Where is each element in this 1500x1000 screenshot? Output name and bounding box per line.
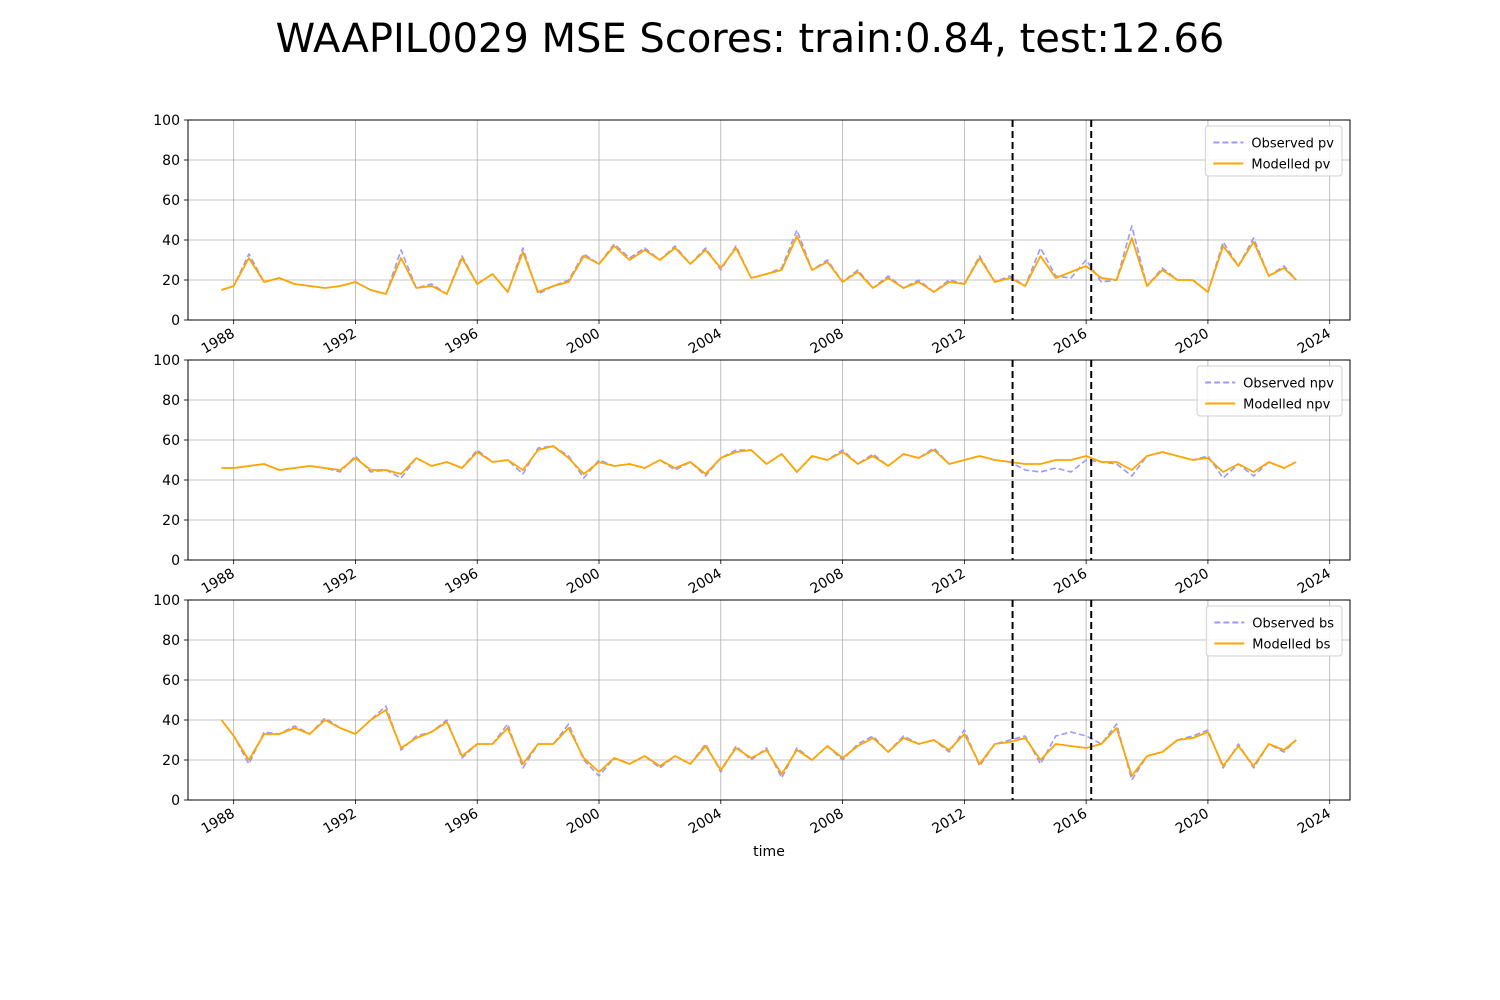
legend-label: Modelled bs xyxy=(1252,638,1330,653)
x-tick-label: 1996 xyxy=(442,566,481,598)
observed-series-line xyxy=(220,705,1297,781)
x-tick-label: 2012 xyxy=(929,806,968,838)
modelled-series-line xyxy=(221,445,1297,475)
y-tick-label: 100 xyxy=(153,593,180,609)
legend-label: Observed bs xyxy=(1252,617,1334,632)
legend-label: Observed pv xyxy=(1251,137,1334,152)
x-tick-label: 2008 xyxy=(808,566,847,598)
x-axis-label: time xyxy=(753,844,785,860)
y-tick-label: 80 xyxy=(162,393,180,409)
axes-frame xyxy=(187,359,1351,561)
x-tick-label: 1988 xyxy=(199,566,238,598)
x-tick-label: 2020 xyxy=(1173,566,1212,598)
observed-series-line xyxy=(221,445,1297,479)
y-tick-label: 60 xyxy=(162,673,180,689)
x-tick-label: 1992 xyxy=(321,806,360,838)
x-tick-label: 2000 xyxy=(564,806,603,838)
y-tick-label: 60 xyxy=(162,433,180,449)
x-tick-label: 1988 xyxy=(199,806,238,838)
y-tick-label: 100 xyxy=(153,113,180,129)
x-tick-label: 2000 xyxy=(564,326,603,358)
y-tick-label: 20 xyxy=(162,753,180,769)
x-tick-label: 2016 xyxy=(1051,806,1090,838)
modelled-series-line xyxy=(220,709,1297,777)
x-tick-label: 2016 xyxy=(1051,326,1090,358)
legend-label: Modelled pv xyxy=(1251,158,1330,173)
x-tick-label: 2004 xyxy=(686,566,725,598)
chart-title: WAAPIL0029 MSE Scores: train:0.84, test:… xyxy=(276,16,1225,62)
subplot-2: 0 20 40 60 80 100 1988 1992 1996 2000 2004 2008 2012… xyxy=(153,353,1351,598)
x-tick-label: 2024 xyxy=(1295,806,1334,838)
y-tick-label: 20 xyxy=(162,273,180,289)
legend: Observed npv Modelled npv xyxy=(1196,365,1343,417)
subplot-1: 0 20 40 60 80 100 1988 1992 1996 2000 2004 2008 2012… xyxy=(153,113,1351,358)
x-tick-label: 2008 xyxy=(808,326,847,358)
subplot-3: 0 20 40 60 80 100 1988 1992 1996 2000 2004 2008 2012… xyxy=(153,593,1351,860)
axes-frame xyxy=(187,119,1351,321)
x-tick-label: 1992 xyxy=(321,326,360,358)
x-tick-label: 1996 xyxy=(442,326,481,358)
y-tick-label: 60 xyxy=(162,193,180,209)
y-tick-label: 80 xyxy=(162,153,180,169)
legend: Observed pv Modelled pv xyxy=(1204,125,1343,177)
modelled-series-line xyxy=(221,235,1297,295)
legend: Observed bs Modelled bs xyxy=(1205,605,1343,657)
x-tick-label: 1988 xyxy=(199,326,238,358)
x-tick-label: 2004 xyxy=(686,806,725,838)
legend-label: Observed npv xyxy=(1243,377,1334,392)
x-tick-label: 1992 xyxy=(321,566,360,598)
y-tick-label: 0 xyxy=(171,793,180,809)
x-tick-label: 2024 xyxy=(1295,566,1334,598)
x-tick-label: 2024 xyxy=(1295,326,1334,358)
y-tick-label: 0 xyxy=(171,313,180,329)
axes-frame xyxy=(187,599,1351,801)
y-tick-label: 20 xyxy=(162,513,180,529)
x-tick-label: 2008 xyxy=(808,806,847,838)
x-tick-label: 2000 xyxy=(564,566,603,598)
y-tick-label: 100 xyxy=(153,353,180,369)
y-tick-label: 80 xyxy=(162,633,180,649)
x-tick-label: 1996 xyxy=(442,806,481,838)
legend-label: Modelled npv xyxy=(1243,398,1331,413)
x-tick-label: 2012 xyxy=(929,566,968,598)
x-tick-label: 2020 xyxy=(1173,326,1212,358)
y-tick-label: 40 xyxy=(162,713,180,729)
x-tick-label: 2004 xyxy=(686,326,725,358)
y-tick-label: 40 xyxy=(162,473,180,489)
x-tick-label: 2020 xyxy=(1173,806,1212,838)
x-tick-label: 2012 xyxy=(929,326,968,358)
y-tick-label: 40 xyxy=(162,233,180,249)
y-tick-label: 0 xyxy=(171,553,180,569)
observed-series-line xyxy=(221,225,1297,295)
x-tick-label: 2016 xyxy=(1051,566,1090,598)
